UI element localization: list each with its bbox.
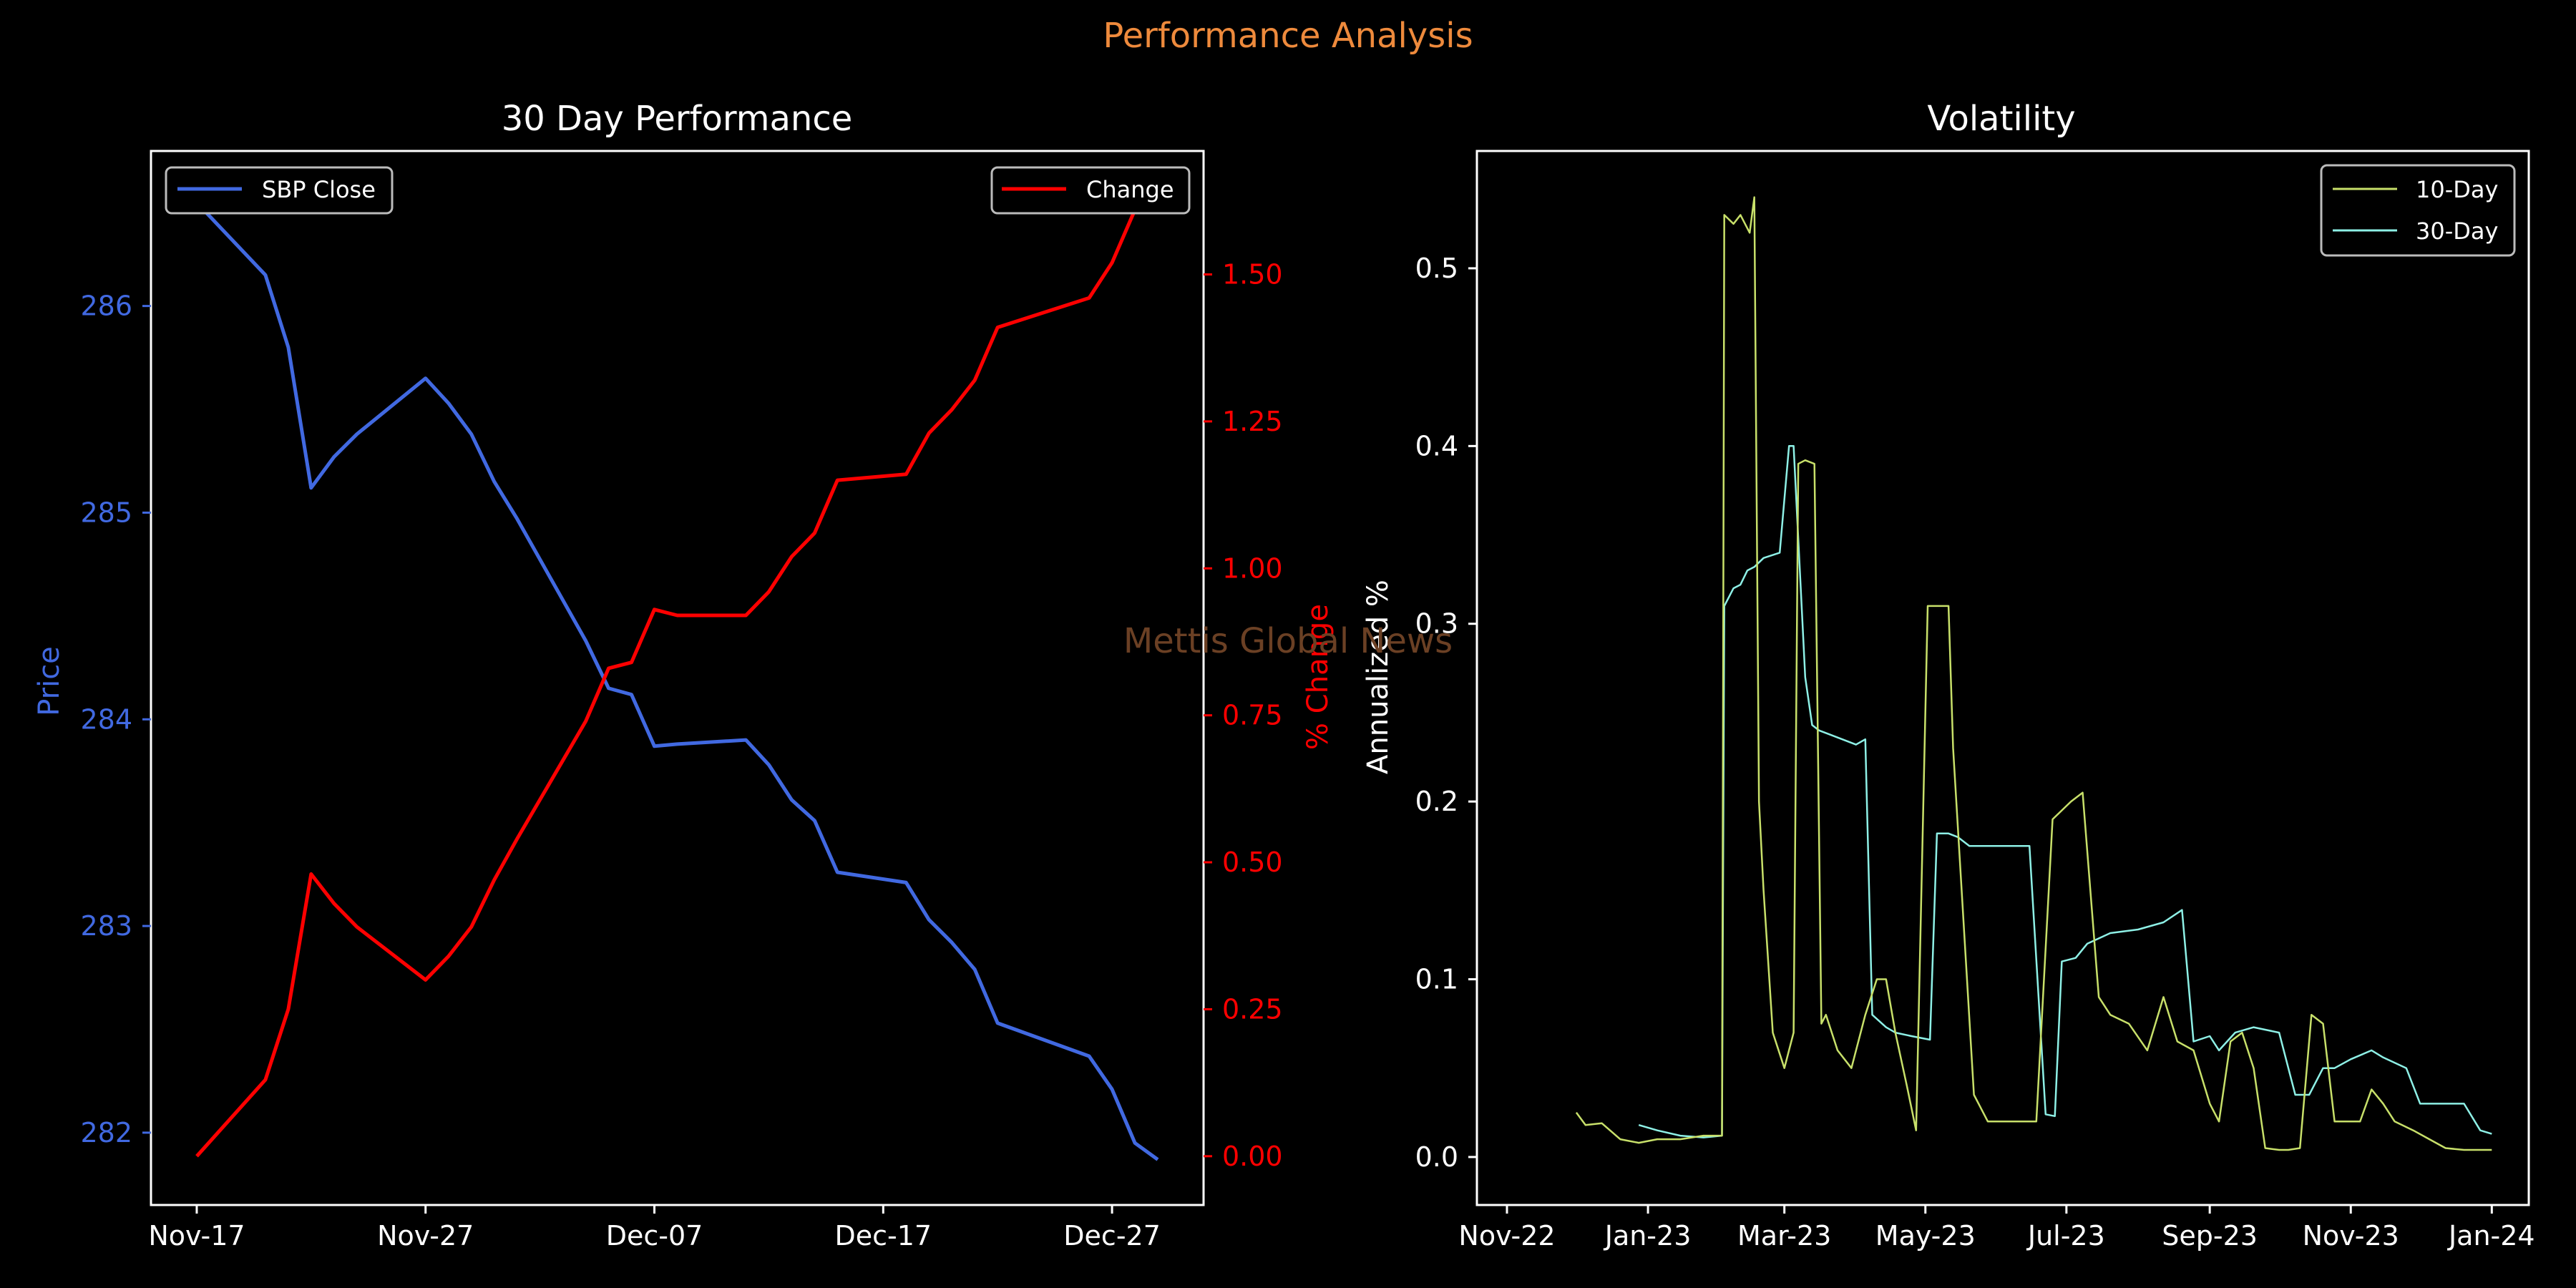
vol-tick-label: 0.5 — [1415, 253, 1458, 284]
change-tick-label: 1.50 — [1222, 259, 1283, 291]
change-legend-box — [990, 166, 1191, 215]
price-tick-label: 285 — [80, 497, 132, 528]
volatility-y-axis: 0.0 0.1 0.2 0.3 0.4 0.5 — [1415, 253, 1477, 1173]
watermark: Mettis Global News — [1123, 621, 1453, 661]
performance-panel: 30 Day Performance Nov-17 Nov-27 Dec-07 Dec… — [33, 99, 1335, 1252]
change-tick-label: 0.75 — [1222, 700, 1283, 731]
change-line — [195, 185, 1159, 1158]
vol30-legend-label: 30-Day — [2416, 218, 2498, 245]
vol-tick-label: 0.0 — [1415, 1141, 1458, 1173]
change-legend: Change — [990, 166, 1191, 215]
change-legend-label: Change — [1086, 176, 1174, 203]
volatility-axis-label: Annualized % — [1362, 580, 1395, 774]
performance-panel-title: 30 Day Performance — [502, 99, 853, 139]
x-tick-label: Jan-23 — [1604, 1220, 1692, 1252]
price-y-axis: 282 283 284 285 286 — [80, 291, 151, 1148]
volatility-x-axis: Nov-22 Jan-23 Mar-23 May-23 Jul-23 Sep-23 Nov-… — [1458, 1205, 2535, 1252]
x-tick-label: Jul-23 — [2026, 1220, 2105, 1252]
volatility-panel: Volatility Nov-22 Jan-23 Mar-23 May-23 Jul-2… — [1362, 99, 2535, 1252]
volatility-legend: 10-Day 30-Day — [2320, 164, 2516, 257]
price-tick-label: 282 — [80, 1117, 132, 1148]
x-tick-label: Nov-23 — [2303, 1220, 2399, 1252]
price-tick-label: 283 — [80, 910, 132, 942]
vol-tick-label: 0.3 — [1415, 608, 1458, 640]
change-tick-label: 0.25 — [1222, 993, 1283, 1025]
x-tick-label: Dec-27 — [1063, 1220, 1161, 1252]
performance-series-group — [195, 185, 1159, 1161]
x-tick-label: Dec-17 — [834, 1220, 932, 1252]
performance-x-axis: Nov-17 Nov-27 Dec-07 Dec-17 Dec-27 — [148, 1205, 1161, 1252]
figure-title: Performance Analysis — [1103, 16, 1473, 56]
x-tick-label: Nov-17 — [148, 1220, 245, 1252]
change-tick-label: 0.50 — [1222, 847, 1283, 878]
change-tick-label: 1.00 — [1222, 552, 1283, 584]
x-tick-label: Nov-22 — [1458, 1220, 1555, 1252]
performance-plot-frame — [150, 150, 1205, 1206]
price-tick-label: 286 — [80, 291, 132, 322]
change-tick-label: 1.25 — [1222, 406, 1283, 437]
price-tick-label: 284 — [80, 703, 132, 735]
price-legend: SBP Close — [165, 166, 394, 215]
vol-tick-label: 0.1 — [1415, 964, 1458, 995]
change-axis-label: % Change — [1302, 604, 1335, 750]
vol30-line — [1638, 445, 2492, 1138]
vol-tick-label: 0.4 — [1415, 430, 1458, 462]
x-tick-label: Mar-23 — [1737, 1220, 1831, 1252]
volatility-series-group — [1575, 196, 2492, 1151]
volatility-panel-title: Volatility — [1927, 99, 2075, 139]
vol10-legend-label: 10-Day — [2416, 176, 2498, 203]
price-axis-label: Price — [33, 646, 66, 716]
price-legend-label: SBP Close — [262, 176, 376, 203]
price-line — [195, 201, 1159, 1161]
vol-tick-label: 0.2 — [1415, 786, 1458, 817]
x-tick-label: Dec-07 — [606, 1220, 703, 1252]
price-legend-box — [165, 166, 394, 215]
change-y-axis: 0.00 0.25 0.50 0.75 1.00 1.25 1.50 — [1204, 259, 1283, 1172]
change-tick-label: 0.00 — [1222, 1141, 1283, 1172]
vol10-line — [1575, 196, 2492, 1151]
volatility-plot-frame — [1475, 150, 2530, 1206]
x-tick-label: Sep-23 — [2162, 1220, 2258, 1252]
x-tick-label: May-23 — [1875, 1220, 1976, 1252]
x-tick-label: Jan-24 — [2447, 1220, 2535, 1252]
x-tick-label: Nov-27 — [377, 1220, 474, 1252]
